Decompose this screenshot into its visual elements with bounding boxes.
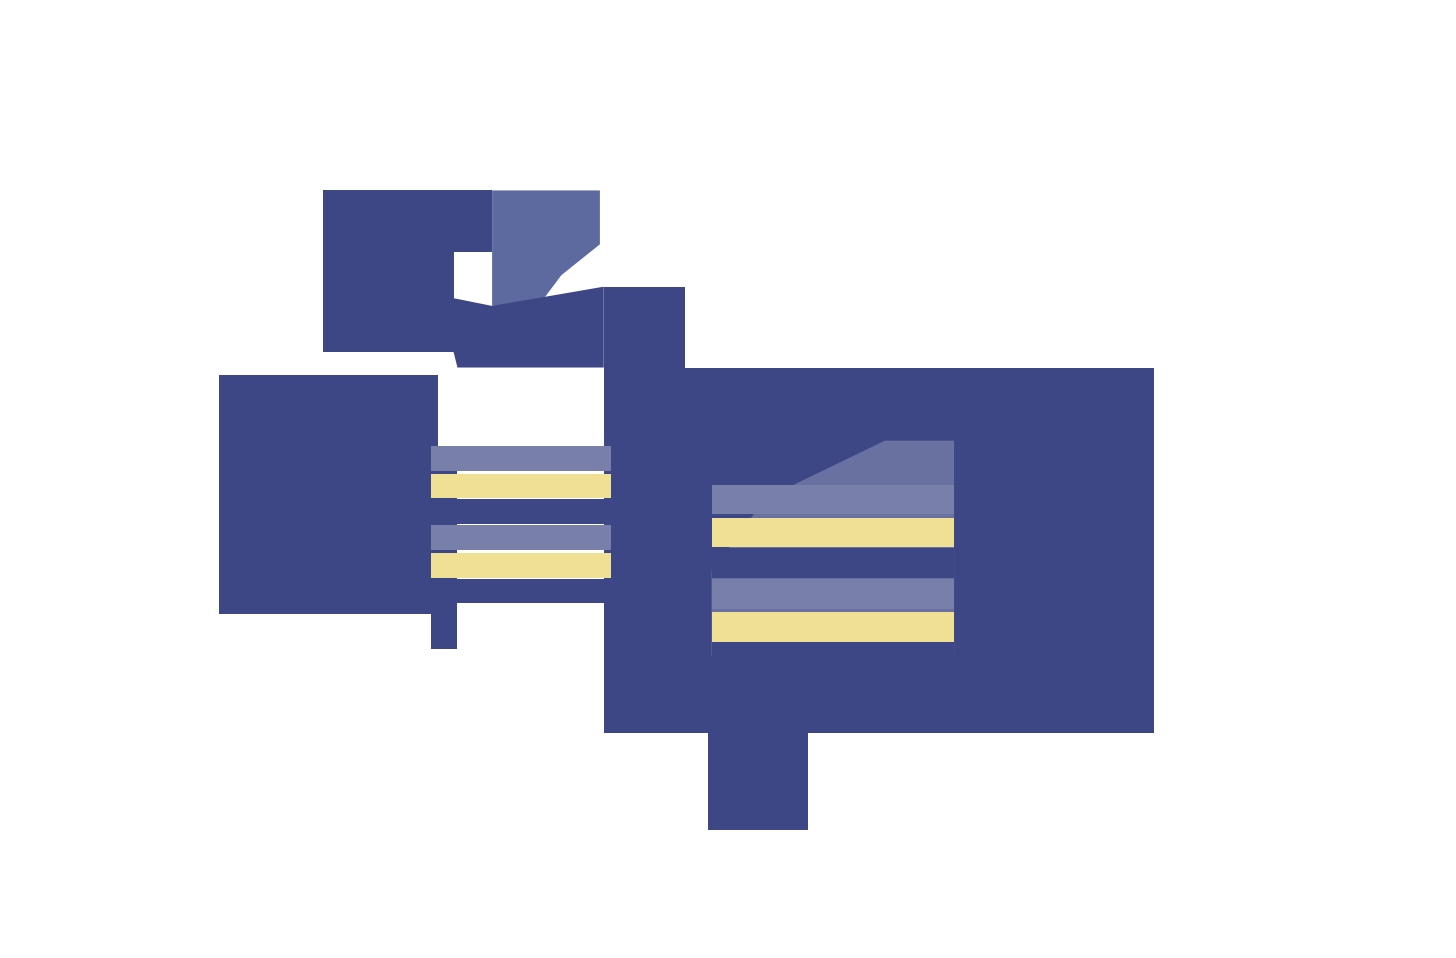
Polygon shape — [984, 487, 1035, 568]
Bar — [712, 612, 954, 642]
Polygon shape — [1037, 498, 1077, 557]
Bar — [431, 448, 457, 649]
Polygon shape — [454, 286, 604, 368]
Bar — [712, 517, 954, 547]
Bar — [431, 579, 612, 604]
Bar — [431, 446, 612, 470]
Bar — [431, 474, 612, 498]
Bar — [431, 553, 612, 578]
Polygon shape — [323, 191, 492, 353]
Polygon shape — [712, 441, 954, 656]
Bar — [708, 733, 808, 830]
Bar — [712, 580, 954, 608]
Polygon shape — [492, 191, 600, 306]
Polygon shape — [1076, 506, 1108, 549]
Bar — [431, 499, 612, 524]
Bar — [712, 643, 954, 672]
Bar — [712, 549, 954, 578]
Polygon shape — [604, 286, 1155, 733]
Bar — [218, 376, 438, 614]
Bar — [431, 525, 612, 550]
Bar — [712, 485, 954, 513]
